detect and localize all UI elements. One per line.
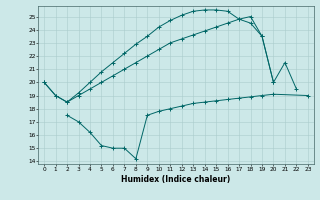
X-axis label: Humidex (Indice chaleur): Humidex (Indice chaleur) [121,175,231,184]
